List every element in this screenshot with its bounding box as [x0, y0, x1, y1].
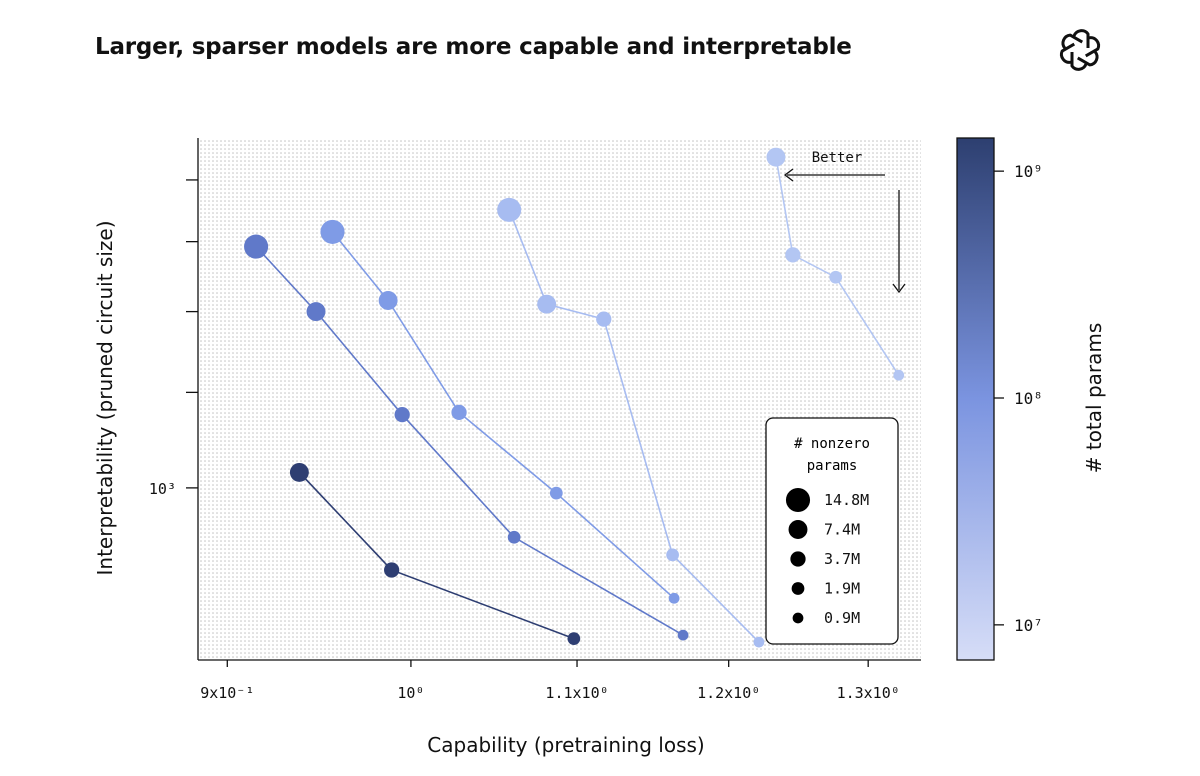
- size-legend-marker: [785, 487, 811, 513]
- size-legend-label: 0.9M: [824, 609, 860, 627]
- x-axis-label: Capability (pretraining loss): [427, 733, 704, 757]
- data-point: [549, 486, 563, 500]
- x-tick-label: 9x10⁻¹: [200, 684, 254, 702]
- size-legend-label: 14.8M: [824, 491, 869, 509]
- data-point: [785, 247, 801, 263]
- series-1: [766, 147, 905, 381]
- data-point: [451, 404, 467, 421]
- data-point: [677, 629, 689, 641]
- colorbar-label: # total params: [1082, 323, 1106, 474]
- data-point: [666, 548, 679, 562]
- data-point: [244, 234, 269, 259]
- size-legend-marker: [788, 520, 808, 539]
- data-point: [537, 294, 557, 314]
- series-layer: [244, 147, 905, 648]
- size-legend-marker: [790, 551, 806, 567]
- data-point: [306, 302, 326, 322]
- size-legend-label: 3.7M: [824, 550, 860, 568]
- data-point: [394, 407, 410, 423]
- size-legend-title-line1: # nonzero: [794, 436, 870, 452]
- size-legend: # nonzero params 14.8M 7.4M 3.7M 1.9M 0.9M: [765, 417, 899, 645]
- x-tick-label: 1.2x10⁰: [697, 684, 760, 702]
- colorbar-tick-label: 10⁹: [1014, 162, 1043, 181]
- data-point: [766, 147, 786, 167]
- y-axis-label: Interpretability (pruned circuit size): [93, 221, 117, 576]
- data-point: [378, 291, 398, 310]
- y-ticks: 10³: [149, 179, 198, 498]
- data-point: [829, 270, 843, 284]
- series-2: [497, 197, 765, 648]
- data-point: [507, 530, 521, 544]
- data-point: [753, 636, 765, 648]
- x-tick-label: 1.3x10⁰: [837, 684, 900, 702]
- better-arrow-left-head: [783, 168, 794, 182]
- data-point: [893, 369, 905, 381]
- colorbar: 10⁷ 10⁸ 10⁹ # total params: [956, 137, 1106, 661]
- colorbar-tick-label: 10⁷: [1014, 616, 1043, 635]
- better-annotation: Better: [812, 150, 863, 166]
- size-legend-marker: [792, 612, 804, 624]
- series-3: [320, 219, 680, 604]
- series-5: [289, 462, 581, 645]
- data-point: [596, 311, 612, 327]
- better-arrow-down-head: [892, 283, 906, 294]
- colorbar-tick-label: 10⁸: [1014, 389, 1043, 408]
- series-line: [775, 157, 900, 376]
- size-legend-label: 1.9M: [824, 580, 860, 598]
- x-ticks: 9x10⁻¹ 10⁰ 1.1x10⁰ 1.2x10⁰ 1.3x10⁰: [200, 660, 900, 702]
- data-point: [289, 462, 309, 482]
- size-legend-label: 7.4M: [824, 521, 860, 539]
- data-point: [567, 632, 581, 645]
- series-4: [244, 234, 689, 641]
- x-tick-label: 10⁰: [397, 684, 424, 702]
- x-tick-label: 1.1x10⁰: [545, 684, 608, 702]
- openai-logo-icon: [1060, 29, 1100, 71]
- data-point: [320, 219, 345, 244]
- y-tick-label: 10³: [149, 480, 176, 498]
- colorbar-gradient: [956, 137, 995, 661]
- size-legend-title-line2: params: [807, 458, 858, 474]
- data-point: [497, 197, 522, 222]
- size-legend-marker: [791, 582, 805, 595]
- data-point: [668, 592, 680, 604]
- data-point: [384, 562, 400, 578]
- chart-title: Larger, sparser models are more capable …: [95, 34, 852, 60]
